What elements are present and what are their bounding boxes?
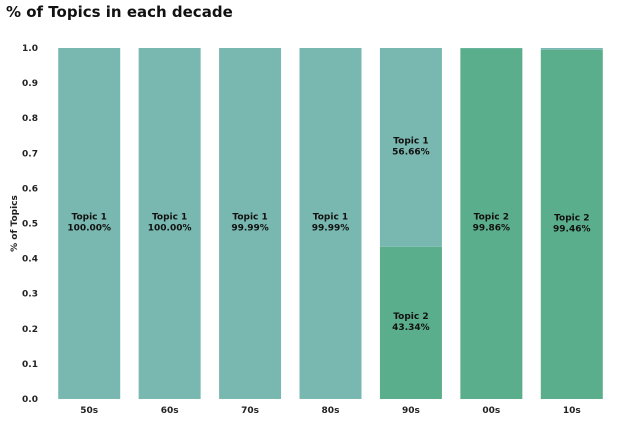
x-tick-label: 00s	[482, 406, 500, 416]
x-tick-label: 10s	[563, 406, 581, 416]
segment-series-label: Topic 2	[474, 213, 509, 223]
x-tick-label: 50s	[80, 406, 98, 416]
y-tick-label: 1.0	[22, 44, 38, 54]
segment-series-label: Topic 1	[232, 212, 267, 222]
segment-value-label: 100.00%	[67, 224, 111, 234]
segment-series-label: Topic 1	[393, 136, 428, 146]
segment-series-label: Topic 1	[72, 213, 107, 223]
y-tick-label: 0.1	[22, 360, 38, 370]
segment-value-label: 99.46%	[553, 224, 591, 234]
segment-series-label: Topic 2	[393, 312, 428, 322]
chart-title: % of Topics in each decade	[6, 3, 233, 21]
bar-topic-1-90s	[379, 48, 442, 247]
bar-topic-2-90s	[379, 246, 442, 399]
y-tick-label: 0.7	[22, 149, 38, 159]
x-tick-label: 80s	[322, 406, 340, 416]
y-tick-label: 0.3	[22, 290, 38, 300]
y-tick-label: 0.6	[22, 184, 38, 194]
y-tick-label: 0.8	[22, 114, 38, 124]
bar-topic-2-00s	[460, 48, 523, 400]
segment-series-label: Topic 1	[313, 212, 348, 222]
y-tick-label: 0.4	[22, 255, 38, 265]
segment-value-label: 99.99%	[312, 223, 350, 233]
bar-topic-1-80s	[299, 48, 362, 399]
bar-topic-1-10s	[540, 48, 603, 50]
segment-series-label: Topic 2	[554, 213, 589, 223]
bar-topic-1-60s	[138, 48, 201, 399]
segment-value-label: 99.99%	[231, 223, 269, 233]
y-tick-label: 0.5	[22, 220, 38, 230]
segment-value-label: 56.66%	[392, 147, 430, 157]
segment-value-label: 100.00%	[148, 224, 192, 234]
y-tick-label: 0.0	[22, 395, 38, 405]
x-tick-label: 60s	[161, 406, 179, 416]
x-tick-label: 70s	[241, 406, 259, 416]
y-axis-label: % of Topics	[10, 195, 20, 252]
x-tick-label: 90s	[402, 406, 420, 416]
segment-value-label: 43.34%	[392, 323, 430, 333]
bar-topic-2-10s	[540, 49, 603, 400]
segment-series-label: Topic 1	[152, 213, 187, 223]
bar-topic-1-70s	[219, 48, 282, 399]
bar-topic-1-50s	[58, 48, 121, 399]
segment-value-label: 99.86%	[473, 224, 511, 234]
y-tick-label: 0.9	[22, 79, 38, 89]
y-tick-label: 0.2	[22, 325, 38, 335]
